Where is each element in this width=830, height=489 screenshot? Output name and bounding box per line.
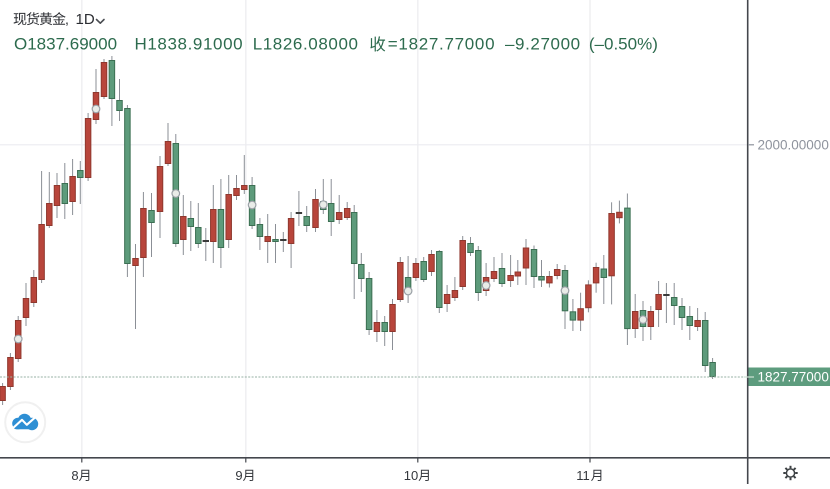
svg-text:9: 9 xyxy=(235,468,242,483)
svg-text:O1837.69000: O1837.69000 xyxy=(14,35,117,54)
svg-text:8: 8 xyxy=(71,468,78,483)
svg-text:L1826.08000: L1826.08000 xyxy=(253,35,359,54)
svg-text:,: , xyxy=(65,11,69,27)
svg-text:(–0.50%): (–0.50%) xyxy=(589,35,658,54)
svg-text:–9.27000: –9.27000 xyxy=(505,35,581,54)
svg-text:2000.00000: 2000.00000 xyxy=(758,138,829,153)
svg-text:=1827.77000: =1827.77000 xyxy=(388,35,495,54)
svg-text:H1838.91000: H1838.91000 xyxy=(135,35,244,54)
svg-text:11: 11 xyxy=(576,468,590,483)
svg-text:1827.77000: 1827.77000 xyxy=(758,370,829,385)
svg-text:10: 10 xyxy=(404,468,418,483)
svg-text:1D: 1D xyxy=(76,11,95,28)
